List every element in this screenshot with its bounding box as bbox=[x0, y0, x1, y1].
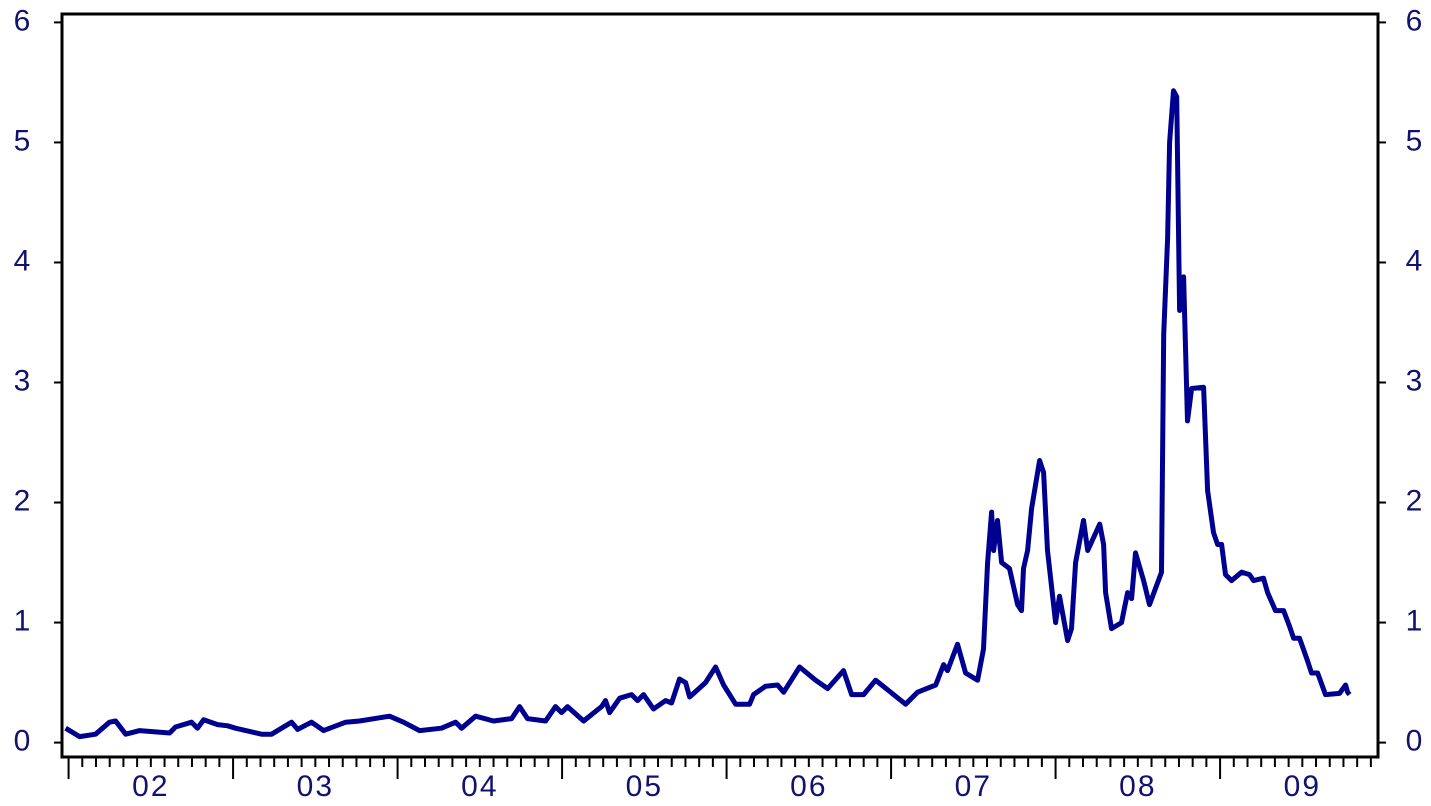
y2-tick-label: 0 bbox=[1406, 725, 1423, 758]
y-tick-label: 6 bbox=[14, 4, 31, 37]
y2-tick-label: 5 bbox=[1406, 124, 1423, 157]
x-tick-label: 04 bbox=[461, 770, 498, 803]
y2-tick-label: 4 bbox=[1406, 244, 1423, 277]
plot-frame bbox=[60, 12, 1380, 759]
y-tick-label: 0 bbox=[14, 725, 31, 758]
y-tick-label: 1 bbox=[14, 604, 31, 637]
y-tick-label: 5 bbox=[14, 124, 31, 157]
y-tick-label: 4 bbox=[14, 244, 31, 277]
y2-tick-label: 2 bbox=[1406, 484, 1423, 517]
x-tick-label: 03 bbox=[297, 770, 334, 803]
y2-tick-label: 6 bbox=[1406, 4, 1423, 37]
y-tick-label: 3 bbox=[14, 364, 31, 397]
y2-tick-label: 1 bbox=[1406, 604, 1423, 637]
x-tick-label: 08 bbox=[1119, 770, 1156, 803]
y-tick-label: 2 bbox=[14, 484, 31, 517]
x-tick-label: 05 bbox=[626, 770, 663, 803]
x-tick-label: 02 bbox=[132, 770, 169, 803]
data-line bbox=[64, 88, 1352, 740]
x-tick-label: 09 bbox=[1284, 770, 1321, 803]
y2-tick-label: 3 bbox=[1406, 364, 1423, 397]
x-tick-label: 07 bbox=[955, 770, 992, 803]
x-tick-label: 06 bbox=[790, 770, 827, 803]
